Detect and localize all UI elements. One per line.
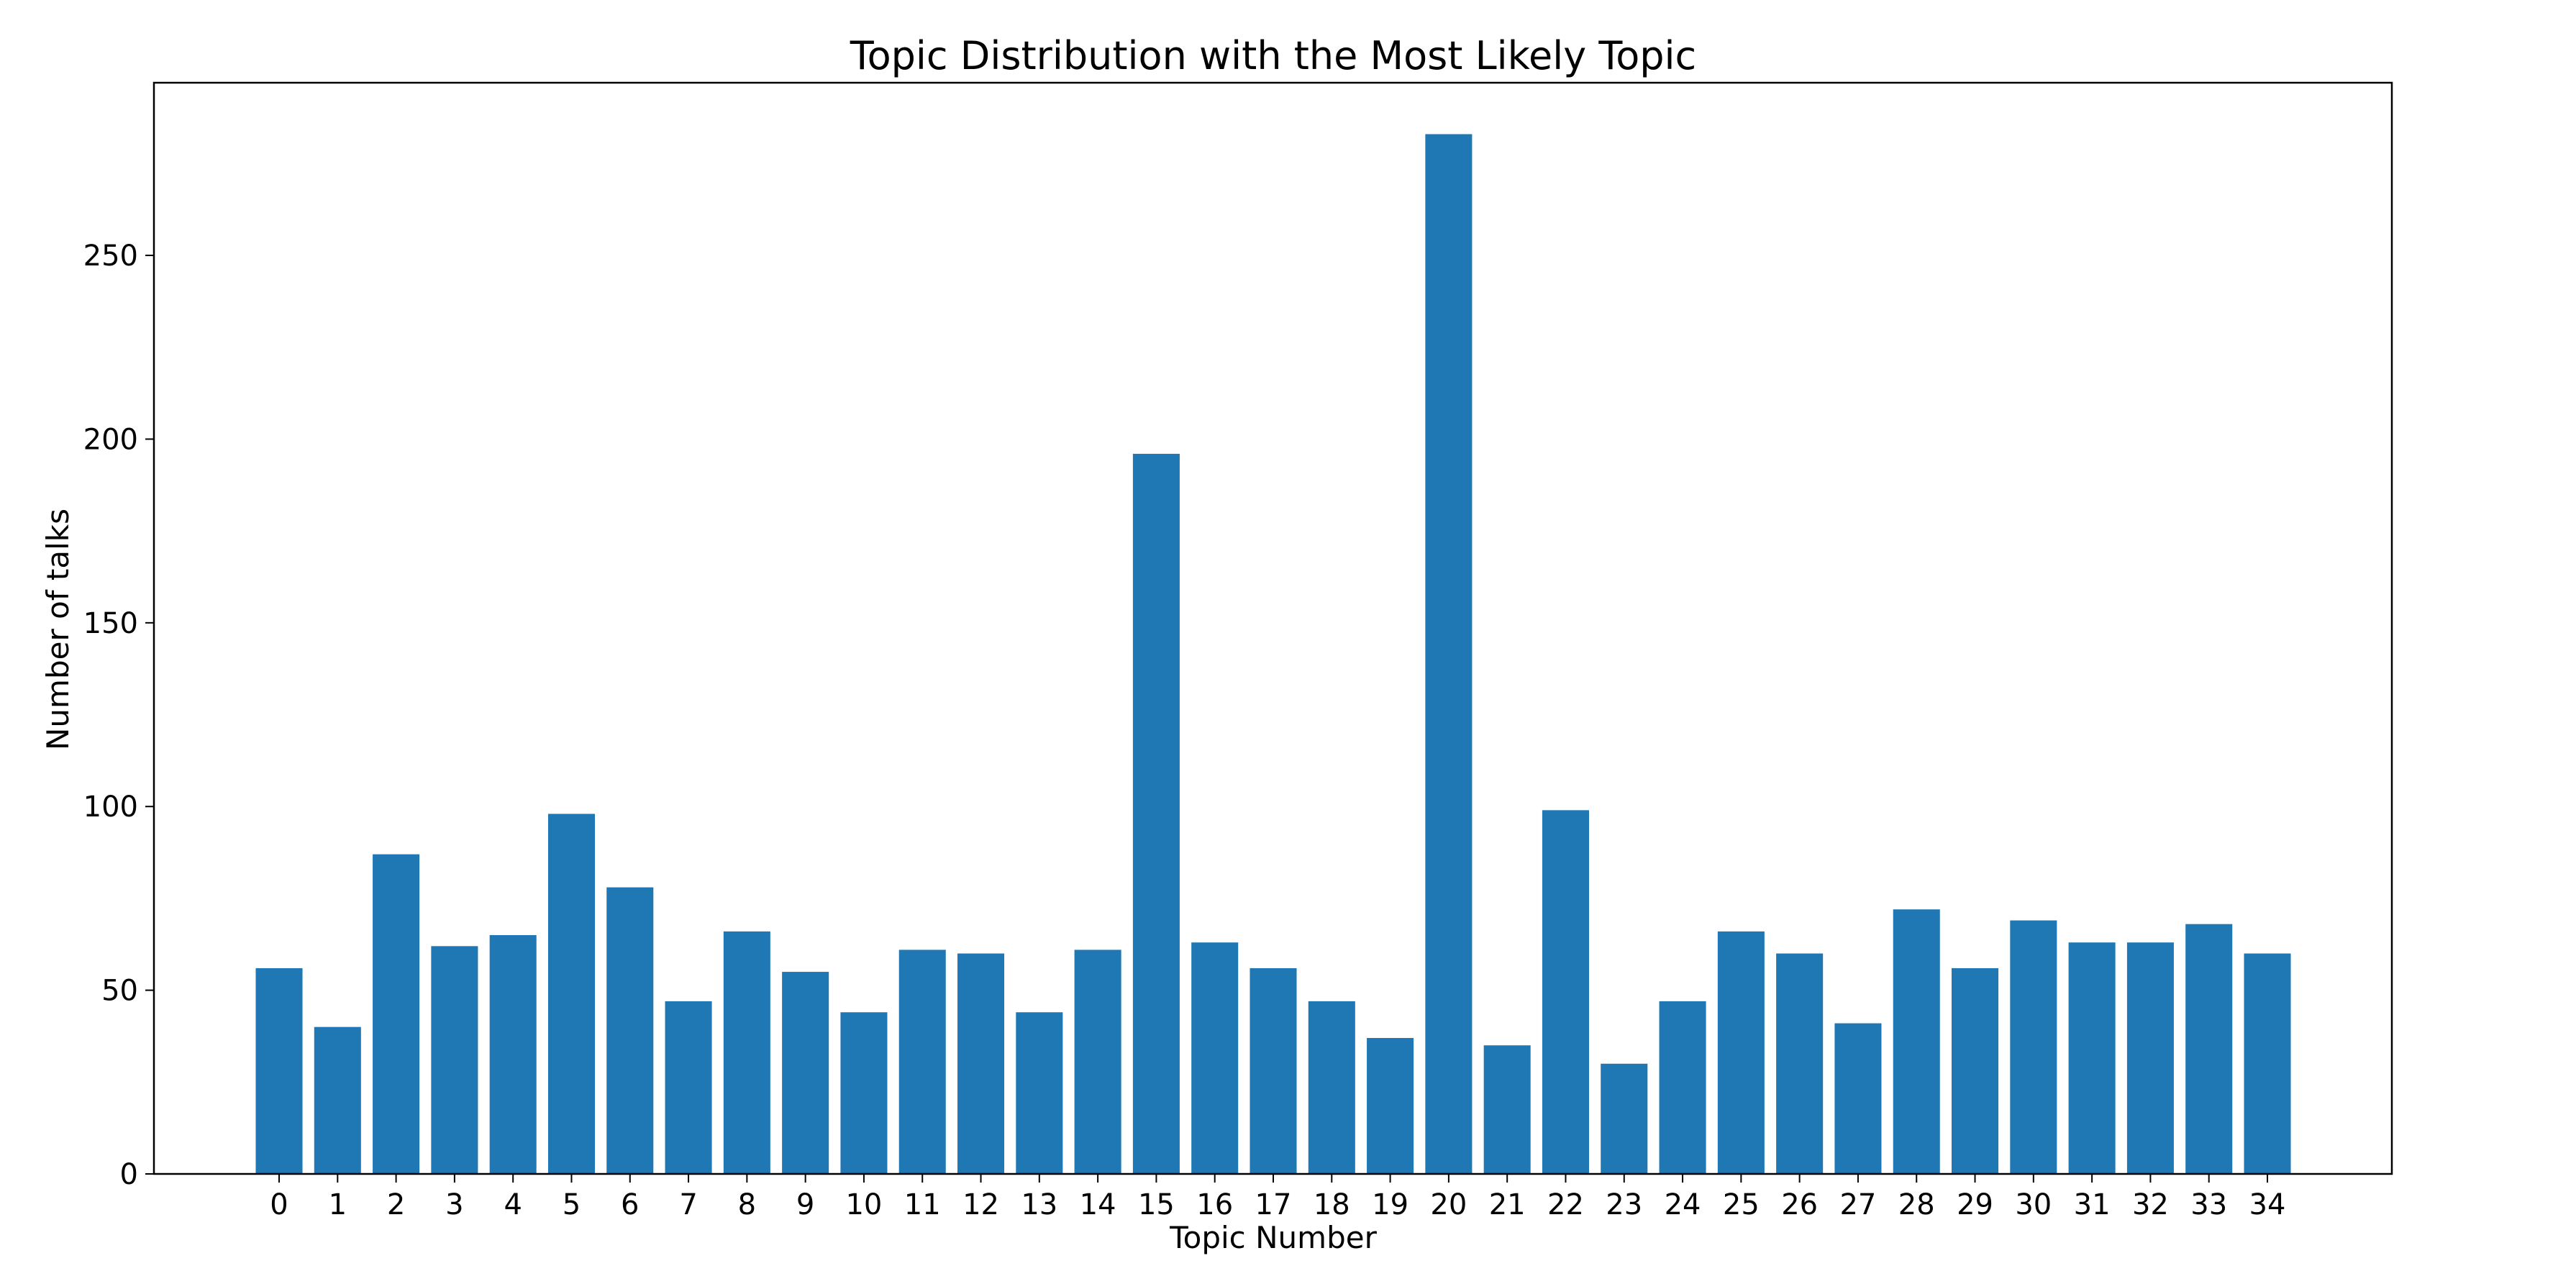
- x-tick-label: 24: [1665, 1188, 1701, 1221]
- x-tick-label: 13: [1021, 1188, 1057, 1221]
- x-tick-label: 5: [563, 1188, 581, 1221]
- bar-topic-18: [1308, 1001, 1355, 1174]
- bar-topic-22: [1542, 810, 1589, 1174]
- x-tick-label: 3: [445, 1188, 463, 1221]
- bars-group: [255, 134, 2291, 1174]
- x-tick-label: 0: [270, 1188, 288, 1221]
- y-axis-label: Number of talks: [40, 509, 76, 750]
- bar-topic-1: [314, 1026, 361, 1174]
- bar-topic-34: [2244, 953, 2291, 1174]
- x-tick-label: 29: [1957, 1188, 1993, 1221]
- bar-topic-26: [1776, 953, 1824, 1174]
- x-tick-label: 7: [679, 1188, 697, 1221]
- x-tick-label: 12: [962, 1188, 999, 1221]
- x-tick-label: 8: [738, 1188, 756, 1221]
- x-tick-label: 26: [1781, 1188, 1818, 1221]
- y-tick-label: 200: [83, 423, 138, 456]
- bar-topic-16: [1191, 942, 1239, 1174]
- plot-frame: [153, 81, 2393, 1175]
- x-tick-label: 27: [1839, 1188, 1876, 1221]
- x-tick-label: 25: [1723, 1188, 1760, 1221]
- bar-topic-5: [547, 814, 595, 1174]
- x-tick-label: 33: [2190, 1188, 2227, 1221]
- y-tick-label: 100: [83, 791, 138, 824]
- bar-topic-0: [255, 967, 303, 1174]
- x-tick-label: 19: [1372, 1188, 1408, 1221]
- x-tick-label: 11: [904, 1188, 941, 1221]
- x-tick-label: 31: [2074, 1188, 2111, 1221]
- x-tick-label: 20: [1430, 1188, 1467, 1221]
- bar-topic-10: [840, 1012, 888, 1174]
- x-tick-label: 30: [2015, 1188, 2052, 1221]
- bar-topic-8: [723, 931, 770, 1174]
- bar-topic-4: [489, 935, 537, 1174]
- bar-topic-15: [1132, 453, 1180, 1174]
- bar-topic-6: [606, 887, 654, 1174]
- bar-topic-24: [1659, 1001, 1706, 1174]
- y-tick-label: 150: [83, 607, 138, 640]
- bar-topic-33: [2185, 924, 2233, 1174]
- x-tick-label: 16: [1196, 1188, 1233, 1221]
- bar-topic-19: [1367, 1038, 1414, 1174]
- bar-topic-31: [2068, 942, 2116, 1174]
- bar-topic-12: [957, 953, 1005, 1174]
- x-tick-label: 22: [1547, 1188, 1584, 1221]
- x-axis-ticks: 0 1 2 3 4 5 6 7 8 9 10 11 12 13 14 15 16 17 18 19 20 21 22 23 24…: [270, 1174, 2285, 1221]
- x-tick-label: 10: [845, 1188, 882, 1221]
- bar-topic-7: [665, 1001, 712, 1174]
- bar-topic-30: [2010, 920, 2057, 1174]
- bar-topic-17: [1250, 967, 1297, 1174]
- x-tick-label: 14: [1080, 1188, 1116, 1221]
- x-tick-label: 21: [1489, 1188, 1526, 1221]
- x-tick-label: 9: [796, 1188, 814, 1221]
- x-tick-label: 32: [2132, 1188, 2169, 1221]
- bar-topic-28: [1893, 909, 1940, 1174]
- x-tick-label: 23: [1606, 1188, 1642, 1221]
- x-tick-label: 17: [1255, 1188, 1292, 1221]
- bar-topic-13: [1016, 1012, 1063, 1174]
- y-tick-label: 0: [120, 1158, 138, 1191]
- bar-topic-27: [1834, 1023, 1882, 1174]
- x-tick-label: 2: [387, 1188, 405, 1221]
- bar-topic-29: [1952, 967, 1999, 1174]
- bar-topic-3: [431, 946, 478, 1174]
- x-tick-label: 28: [1898, 1188, 1935, 1221]
- bar-topic-25: [1717, 931, 1765, 1174]
- y-axis-ticks: 0 50 100 150 200 250: [83, 240, 154, 1191]
- bar-topic-11: [898, 950, 946, 1174]
- x-tick-label: 34: [2249, 1188, 2286, 1221]
- bar-topic-21: [1483, 1045, 1531, 1174]
- bar-topic-14: [1074, 950, 1121, 1174]
- bar-topic-20: [1425, 134, 1473, 1174]
- y-tick-label: 50: [101, 975, 138, 1008]
- x-tick-label: 15: [1138, 1188, 1175, 1221]
- x-tick-label: 6: [621, 1188, 639, 1221]
- bar-topic-2: [373, 854, 420, 1174]
- x-tick-label: 18: [1314, 1188, 1350, 1221]
- x-axis-label: Topic Number: [1169, 1220, 1377, 1255]
- bar-topic-32: [2126, 942, 2174, 1174]
- chart-title: Topic Distribution with the Most Likely …: [850, 33, 1696, 78]
- bar-topic-23: [1601, 1063, 1648, 1174]
- bar-topic-9: [782, 972, 829, 1174]
- y-tick-label: 250: [83, 240, 138, 273]
- x-tick-label: 1: [329, 1188, 347, 1221]
- x-tick-label: 4: [504, 1188, 522, 1221]
